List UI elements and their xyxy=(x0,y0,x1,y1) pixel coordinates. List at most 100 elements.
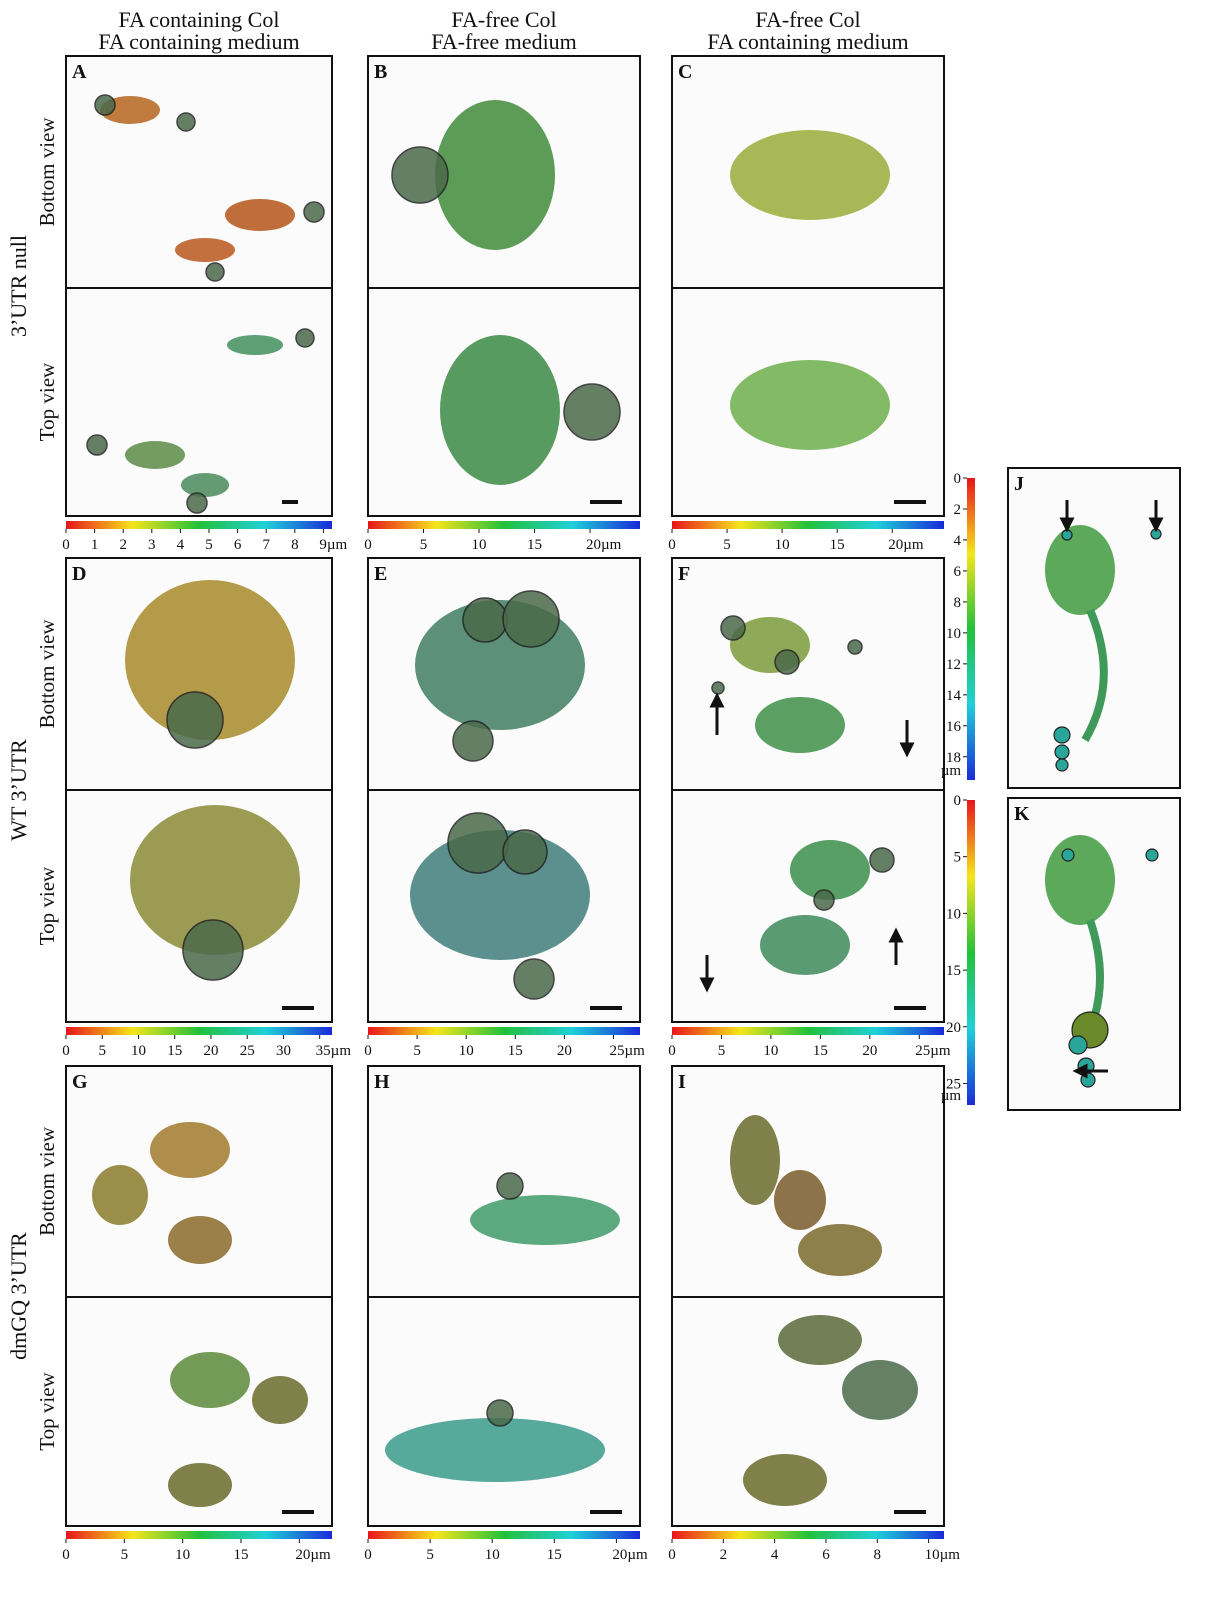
bead xyxy=(463,598,507,642)
colorbar-tick-label: 15 xyxy=(167,1043,182,1059)
image-panel xyxy=(672,558,944,790)
cell xyxy=(798,1224,882,1276)
panel-letter: H xyxy=(374,1071,390,1093)
colorbar xyxy=(66,1027,332,1035)
colorbar xyxy=(967,800,975,1105)
figure: FA containing ColFA containing mediumFA-… xyxy=(0,0,1208,1598)
colorbar-tick-label: 2 xyxy=(720,1547,728,1563)
bead xyxy=(1081,1073,1095,1087)
colorbar-tick-label: 35µm xyxy=(316,1043,352,1059)
panel-letter: A xyxy=(72,61,87,83)
colorbar xyxy=(672,521,944,529)
colorbar-tick-label: 14 xyxy=(946,688,962,704)
bead xyxy=(503,591,559,647)
colorbar-tick-label: 15 xyxy=(830,537,845,553)
panel-letter: I xyxy=(678,1071,686,1093)
colorbar-tick-label: 15 xyxy=(234,1547,249,1563)
colorbar-tick-label: 20µm xyxy=(586,537,622,553)
colorbar-tick-label: 20µm xyxy=(612,1547,648,1563)
colorbar-tick-label: 15 xyxy=(527,537,542,553)
bead xyxy=(514,959,554,999)
scale-bar xyxy=(282,1006,314,1010)
view-label: Top view xyxy=(35,866,59,945)
colorbar-tick-label: 8 xyxy=(291,537,299,553)
panel-letter: G xyxy=(72,1071,88,1093)
scale-bar xyxy=(894,1006,926,1010)
colorbar-tick-label: 10 xyxy=(472,537,487,553)
colorbar-tick-label: 3 xyxy=(148,537,156,553)
colorbar-tick-label: 20 xyxy=(946,1020,961,1036)
cell xyxy=(181,473,229,497)
cell xyxy=(385,1418,605,1482)
colorbar-tick-label: 10 xyxy=(946,906,961,922)
colorbar-tick-label: 20µm xyxy=(888,537,924,553)
colorbar-tick-label: 20 xyxy=(203,1043,218,1059)
colorbar-tick-label: 5 xyxy=(954,850,962,866)
cell xyxy=(440,335,560,485)
bead xyxy=(712,682,724,694)
view-label: Bottom view xyxy=(35,117,59,227)
cell xyxy=(168,1463,232,1507)
colorbar-tick-label: 5 xyxy=(718,1043,726,1059)
cell xyxy=(170,1352,250,1408)
bead xyxy=(497,1173,523,1199)
image-panel xyxy=(672,790,944,1022)
colorbar-tick-label: 10 xyxy=(775,537,790,553)
cell xyxy=(790,840,870,900)
colorbar-tick-label: 5 xyxy=(723,537,731,553)
scale-bar xyxy=(590,1006,622,1010)
row-label: dmGQ 3’UTR xyxy=(6,1232,31,1360)
colorbar-tick-label: 0 xyxy=(364,537,372,553)
colorbar-tick-label: 6 xyxy=(954,564,962,580)
cell xyxy=(730,130,890,220)
colorbar-unit: µm xyxy=(941,763,962,779)
cell xyxy=(1045,835,1115,925)
cell xyxy=(435,100,555,250)
scale-bar xyxy=(590,500,622,504)
bead xyxy=(503,830,547,874)
bead xyxy=(1055,745,1069,759)
colorbar-tick-label: 15 xyxy=(946,963,961,979)
colorbar-tick-label: 0 xyxy=(62,537,70,553)
colorbar-tick-label: 10 xyxy=(763,1043,778,1059)
colorbar-tick-label: 0 xyxy=(62,1547,70,1563)
colorbar-tick-label: 0 xyxy=(954,471,962,487)
colorbar-tick-label: 7 xyxy=(262,537,270,553)
bead xyxy=(95,95,115,115)
colorbar-tick-label: 25µm xyxy=(609,1043,645,1059)
bead xyxy=(304,202,324,222)
colorbar-tick-label: 2 xyxy=(954,502,962,518)
colorbar-tick-label: 12 xyxy=(946,657,961,673)
colorbar-tick-label: 5 xyxy=(205,537,213,553)
cell xyxy=(227,335,283,355)
colorbar-tick-label: 10 xyxy=(946,626,961,642)
colorbar-tick-label: 20 xyxy=(557,1043,572,1059)
colorbar-tick-label: 30 xyxy=(276,1043,291,1059)
column-header: FA-free medium xyxy=(431,29,577,54)
scale-bar xyxy=(282,500,298,504)
colorbar-tick-label: 15 xyxy=(813,1043,828,1059)
colorbar-tick-label: 2 xyxy=(119,537,127,553)
colorbar-tick-label: 10 xyxy=(485,1547,500,1563)
bead xyxy=(453,721,493,761)
colorbar-tick-label: 9µm xyxy=(319,537,347,553)
colorbar xyxy=(368,1531,640,1539)
panel-letter: J xyxy=(1014,473,1024,495)
view-label: Top view xyxy=(35,1371,59,1450)
bead xyxy=(177,113,195,131)
bead xyxy=(1062,849,1074,861)
bead xyxy=(187,493,207,513)
bead xyxy=(564,384,620,440)
cell xyxy=(470,1195,620,1245)
cell xyxy=(755,697,845,753)
bead xyxy=(848,640,862,654)
bead xyxy=(1062,530,1072,540)
cell xyxy=(92,1165,148,1225)
colorbar-tick-label: 10µm xyxy=(925,1547,961,1563)
colorbar xyxy=(672,1531,944,1539)
colorbar-tick-label: 0 xyxy=(954,793,962,809)
cell xyxy=(730,360,890,450)
bead xyxy=(392,147,448,203)
scale-bar xyxy=(894,1510,926,1514)
colorbar-tick-label: 6 xyxy=(822,1547,830,1563)
